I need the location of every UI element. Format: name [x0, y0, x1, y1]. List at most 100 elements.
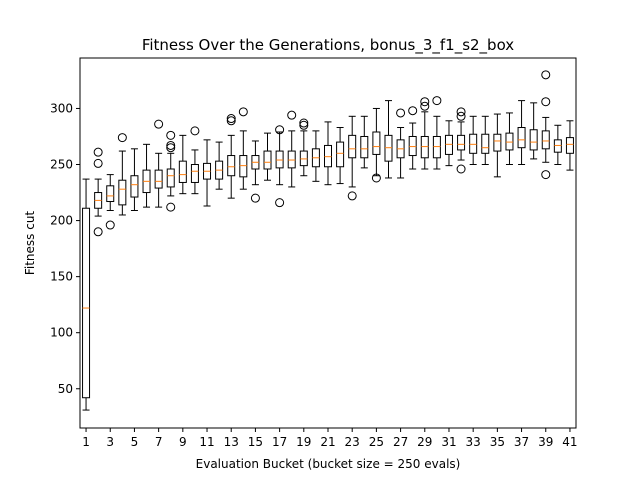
iqr-box [118, 179, 127, 206]
outlier-point [105, 220, 115, 230]
box-18 [287, 110, 297, 188]
iqr-box [408, 135, 417, 157]
iqr-box [553, 139, 562, 153]
y-axis: 50 100 150 200 250 300 [50, 101, 80, 396]
x-tick-label: 15 [248, 435, 263, 449]
iqr-box [106, 185, 115, 203]
x-tick-label: 33 [466, 435, 481, 449]
box-3 [105, 174, 115, 230]
iqr-box [154, 169, 163, 189]
box-26 [384, 100, 393, 179]
iqr-box [517, 127, 526, 149]
x-tick-label: 1 [82, 435, 90, 449]
box-21 [324, 121, 332, 186]
x-tick-label: 7 [155, 435, 163, 449]
outlier-point [347, 191, 357, 201]
outlier-point [154, 119, 164, 129]
outlier-point [299, 118, 309, 128]
outlier-point [432, 96, 442, 106]
box-35 [493, 113, 502, 178]
box-10 [190, 126, 200, 195]
x-tick-label: 27 [393, 435, 408, 449]
x-tick-label: 41 [562, 435, 577, 449]
iqr-box [82, 207, 91, 399]
box-29 [420, 97, 430, 170]
y-tick-label: 300 [50, 101, 73, 115]
y-tick-label: 150 [50, 270, 73, 284]
x-tick-label: 25 [369, 435, 384, 449]
outlier-point [226, 114, 236, 124]
iqr-box [372, 131, 381, 155]
outlier-point [420, 97, 430, 107]
x-tick-label: 19 [296, 435, 311, 449]
outlier-point [456, 111, 466, 121]
iqr-box [384, 134, 393, 162]
outlier-point [190, 126, 200, 136]
x-tick-label: 13 [224, 435, 239, 449]
iqr-box [275, 150, 284, 169]
box-6 [142, 143, 151, 208]
box-2 [93, 147, 103, 237]
box-38 [529, 102, 538, 160]
box-11 [203, 139, 212, 207]
box-28 [408, 106, 418, 170]
box-27 [396, 108, 406, 179]
iqr-box [360, 135, 369, 159]
iqr-box [469, 133, 478, 154]
box-1 [82, 178, 91, 411]
iqr-box [493, 133, 502, 152]
box-39 [541, 70, 551, 180]
y-tick-label: 50 [58, 382, 73, 396]
x-tick-label: 17 [272, 435, 287, 449]
box-9 [178, 134, 187, 195]
outlier-point [275, 125, 285, 135]
y-tick-label: 250 [50, 158, 73, 172]
box-12 [215, 141, 224, 190]
box-37 [517, 100, 526, 166]
outlier-point [166, 202, 176, 212]
outlier-point [166, 140, 176, 150]
iqr-box [287, 150, 296, 169]
iqr-box [541, 130, 550, 150]
x-tick-label: 3 [106, 435, 114, 449]
outlier-point [93, 227, 103, 237]
outlier-point [456, 107, 466, 117]
iqr-box [299, 150, 308, 167]
box-14 [238, 107, 248, 190]
outlier-point [93, 158, 103, 168]
x-tick-label: 9 [179, 435, 187, 449]
box-22 [336, 127, 345, 185]
outlier-point [299, 120, 309, 130]
x-axis-label: Evaluation Bucket (bucket size = 250 eva… [196, 457, 461, 471]
iqr-box [227, 155, 236, 177]
x-axis: 1 3 5 7 9 11 13 15 17 19 21 23 25 27 29 31 33 35 37 39 41 [82, 428, 578, 449]
chart-title: Fitness Over the Generations, bonus_3_f1… [142, 36, 514, 55]
iqr-box [324, 144, 332, 168]
iqr-box [166, 168, 175, 188]
iqr-box [348, 134, 357, 159]
outlier-point [275, 198, 285, 208]
box-16 [263, 132, 272, 181]
y-tick-label: 100 [50, 326, 73, 340]
x-tick-label: 31 [441, 435, 456, 449]
box-41 [565, 120, 574, 171]
outlier-point [541, 70, 551, 80]
box-7 [154, 119, 164, 208]
box-17 [275, 125, 285, 208]
x-tick-label: 29 [417, 435, 432, 449]
iqr-box [481, 133, 490, 154]
iqr-box [457, 134, 466, 151]
box-40 [553, 124, 562, 166]
box-36 [505, 112, 514, 166]
box-4 [117, 133, 127, 216]
iqr-box [190, 164, 199, 183]
x-tick-label: 39 [538, 435, 553, 449]
iqr-box [444, 134, 453, 155]
outlier-point [396, 108, 406, 118]
iqr-box [565, 137, 574, 154]
outlier-point [420, 101, 430, 111]
iqr-box [432, 135, 441, 159]
box-31 [444, 120, 453, 167]
